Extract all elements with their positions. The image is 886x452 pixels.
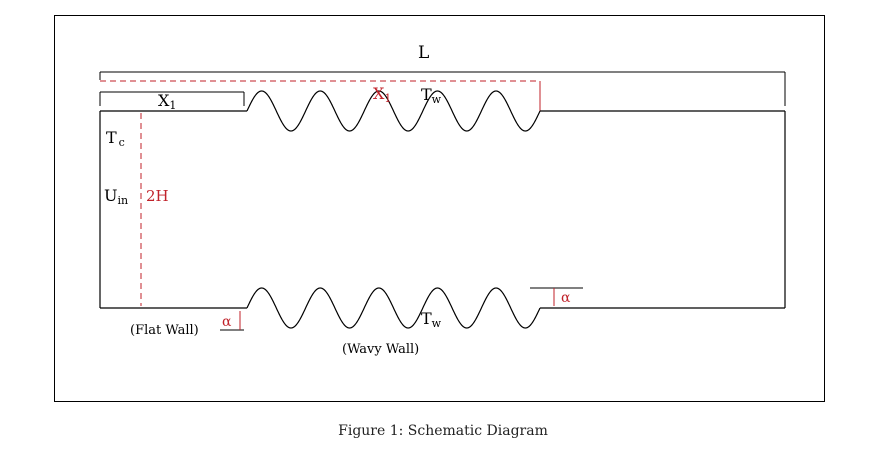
wavy-wall-label: (Wavy Wall) — [342, 342, 419, 357]
x1-red-label-sub: 1 — [384, 92, 391, 105]
tw-top-label: Tw — [421, 85, 442, 106]
x1-red-label-main: X — [373, 84, 385, 103]
x1-label-sub: 1 — [169, 99, 176, 112]
uin-label: Uin — [104, 186, 128, 207]
tc-label-main: T — [106, 128, 117, 147]
bottom-wavy-wall — [246, 287, 541, 329]
x1-label-main: X — [158, 91, 170, 110]
figure-caption: Figure 1: Schematic Diagram — [338, 423, 548, 439]
height-2h-label: 2H — [146, 187, 169, 205]
tw-bottom-label-main: T — [421, 309, 432, 328]
alpha-right-label: α — [561, 290, 571, 306]
tw-top-label-sub: w — [432, 93, 442, 106]
tw-bottom-label-sub: w — [432, 317, 442, 330]
x1-red-label: X1 — [373, 84, 391, 105]
tw-top-label-main: T — [421, 85, 432, 104]
x1-label: X1 — [158, 91, 176, 112]
tw-bottom-label: Tw — [421, 309, 442, 330]
length-label: L — [418, 43, 429, 63]
uin-label-sub: in — [117, 194, 128, 207]
tc-label-sub: c — [119, 136, 125, 149]
flat-wall-label: (Flat Wall) — [130, 323, 199, 338]
alpha-left-label: α — [222, 314, 232, 330]
uin-label-main: U — [104, 186, 117, 205]
figure-frame — [54, 15, 825, 402]
top-wavy-wall — [246, 90, 541, 132]
